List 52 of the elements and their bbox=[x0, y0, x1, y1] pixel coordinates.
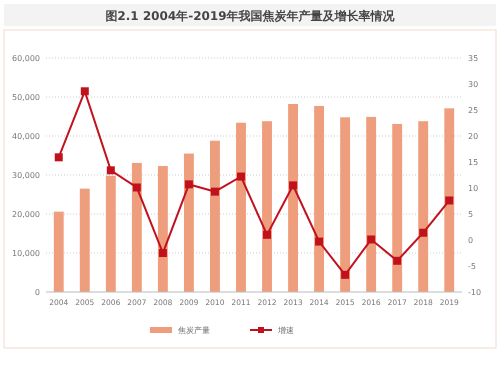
bar bbox=[340, 117, 350, 292]
bar bbox=[106, 176, 116, 292]
y-tick-label: 20,000 bbox=[12, 210, 40, 219]
point bbox=[289, 181, 298, 190]
y2-tick-label: 20 bbox=[468, 132, 478, 141]
y2-tick-label: 35 bbox=[468, 54, 478, 63]
point bbox=[80, 87, 89, 96]
bar bbox=[236, 122, 246, 292]
point bbox=[210, 188, 219, 196]
bar bbox=[80, 188, 90, 292]
y-tick-label: 30,000 bbox=[12, 170, 40, 180]
point bbox=[341, 270, 350, 279]
bar bbox=[418, 121, 428, 292]
chart-title: 图2.1 2004年-2019年我国焦炭年产量及增长率情况 bbox=[105, 9, 396, 23]
y2-tick-label: -5 bbox=[468, 262, 476, 271]
y-tick-label: 40,000 bbox=[12, 132, 40, 141]
y2-tick-label: 0 bbox=[468, 236, 474, 245]
point bbox=[445, 196, 454, 204]
y2-tick-label: 10 bbox=[468, 184, 478, 193]
y2-tick-label: -10 bbox=[468, 288, 482, 297]
y2-tick-label: 5 bbox=[468, 210, 474, 219]
y2-tick-label: 15 bbox=[468, 158, 478, 167]
bar bbox=[392, 124, 402, 292]
y-tick-label: 50,000 bbox=[12, 92, 40, 102]
legend-label: 增速 bbox=[277, 326, 294, 335]
point bbox=[236, 172, 245, 181]
point bbox=[367, 235, 376, 244]
y-tick-label: 0 bbox=[34, 288, 40, 297]
point bbox=[132, 183, 141, 192]
point bbox=[419, 228, 428, 237]
bar bbox=[288, 104, 298, 292]
point bbox=[263, 230, 272, 239]
point bbox=[184, 180, 193, 188]
point bbox=[106, 166, 115, 174]
legend-label: 焦炭产量 bbox=[178, 326, 210, 335]
y-tick-label: 60,000 bbox=[12, 54, 40, 63]
y2-tick-label: 25 bbox=[468, 106, 478, 115]
point bbox=[315, 238, 324, 246]
point bbox=[158, 249, 167, 257]
bar bbox=[366, 116, 376, 292]
bar bbox=[314, 106, 324, 292]
bar bbox=[158, 166, 168, 292]
bar bbox=[132, 162, 142, 292]
y2-tick-label: 30 bbox=[468, 80, 478, 89]
y-tick-label: 10,000 bbox=[12, 248, 40, 258]
bar bbox=[262, 121, 272, 292]
bar bbox=[444, 108, 454, 292]
point bbox=[393, 256, 402, 265]
bar bbox=[184, 154, 194, 292]
point bbox=[54, 153, 63, 162]
bar bbox=[210, 140, 220, 292]
bar bbox=[54, 212, 64, 292]
